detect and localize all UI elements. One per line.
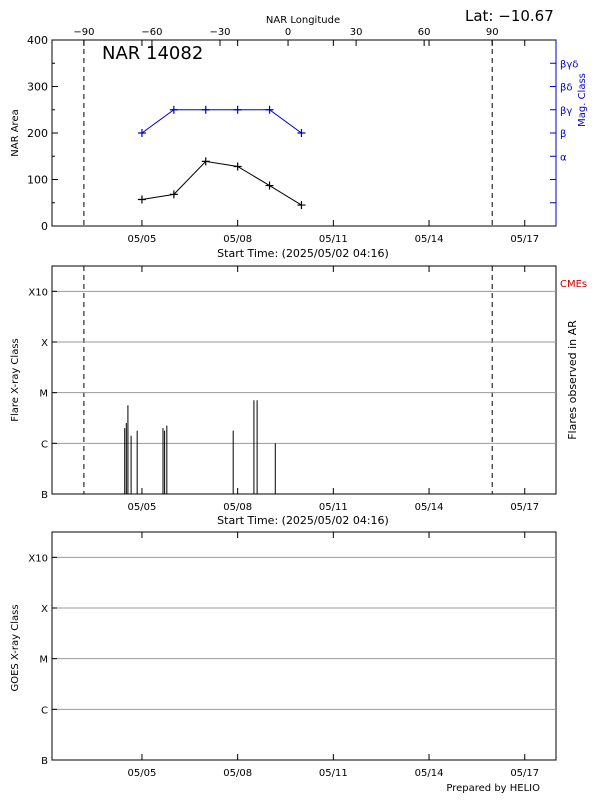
panel-flares: Flare X-ray Class Flares observed in AR … (10, 265, 587, 527)
mag-class-level-label: βγ (560, 106, 572, 117)
x-tick-label-p2: 05/17 (510, 502, 539, 513)
class-tick-label-p3: C (41, 705, 48, 716)
x-tick-label-p2: 05/11 (319, 502, 348, 513)
mag-class-point (297, 129, 306, 137)
class-tick-label-p2: X (41, 338, 48, 349)
prepared-by-label: Prepared by HELIO (446, 783, 540, 794)
panel-nar-area: NAR 14082 NAR Area Mag. Class Start Time… (10, 39, 588, 260)
x-tick-label-p1: 05/11 (319, 234, 348, 245)
area-point (137, 195, 146, 204)
mag-class-point (265, 105, 274, 114)
mag-class-level-label: β (560, 129, 566, 140)
class-tick-label-p2: B (41, 490, 48, 501)
panel-goes: GOES X-ray Class (10, 531, 557, 761)
x-tick-label-p1: 05/08 (223, 234, 252, 245)
x-tick-label-p1: 05/17 (510, 234, 539, 245)
area-y-tick-label: 300 (27, 81, 48, 94)
x-tick-label-p3: 05/14 (415, 768, 444, 779)
panel-1-y2label: Mag. Class (577, 73, 588, 127)
top-axis-label: NAR Longitude (266, 15, 340, 26)
x-tick-label-p3: 05/11 (319, 768, 348, 779)
panel-3-frame (51, 531, 557, 761)
x-tick-label-p2: 05/08 (223, 502, 252, 513)
longitude-tick-label: 0 (285, 27, 291, 38)
x-tick-label-p3: 05/17 (510, 768, 539, 779)
class-tick-label-p2: M (39, 389, 48, 400)
mag-class-point (201, 105, 210, 114)
x-tick-label-p3: 05/08 (223, 768, 252, 779)
latitude-readout: Lat: −10.67 (465, 7, 554, 25)
longitude-tick-label: 90 (486, 27, 499, 38)
area-point (233, 162, 242, 171)
mag-class-point (137, 129, 146, 137)
x-tick-label-p1: 05/14 (415, 234, 444, 245)
x-tick-label-p2: 05/14 (415, 502, 444, 513)
longitude-tick-label: −90 (73, 27, 94, 38)
x-tick-label-p2: 05/05 (128, 502, 157, 513)
mag-class-point (233, 105, 242, 114)
panel-2-start-time: Start Time: (2025/05/02 04:16) (217, 514, 389, 527)
area-point (265, 181, 274, 190)
area-y-tick-label: 400 (27, 34, 48, 47)
panel-3-ylabel: GOES X-ray Class (10, 604, 21, 691)
class-tick-label-p3: M (39, 655, 48, 666)
panel-1-ylabel: NAR Area (10, 109, 21, 156)
panel-1-title: NAR 14082 (102, 43, 203, 64)
longitude-tick-label: −60 (141, 27, 162, 38)
area-y-tick-label: 200 (27, 127, 48, 140)
area-y-tick-label: 0 (41, 220, 48, 233)
area-line (141, 160, 302, 206)
class-tick-label-p3: B (41, 756, 48, 767)
class-tick-label-p2: C (41, 439, 48, 450)
x-tick-label-p3: 05/05 (128, 768, 157, 779)
chart-marks: 05/05 05/08 05/11 05/14 05/17 05/05 05/08 05/11… (27, 27, 578, 779)
x-tick-label-p1: 05/05 (128, 234, 157, 245)
class-tick-label-p3: X (41, 604, 48, 615)
panel-2-y2label: Flares observed in AR (566, 320, 579, 440)
longitude-tick-label: −30 (209, 27, 230, 38)
area-point (169, 190, 178, 199)
panel-2-ylabel: Flare X-ray Class (10, 338, 21, 422)
area-point (201, 157, 210, 166)
cme-legend: CMEs (560, 279, 587, 290)
class-tick-label-p2: X10 (28, 287, 48, 298)
mag-class-line (141, 109, 302, 134)
mag-class-level-label: α (560, 152, 567, 163)
longitude-tick-label: 30 (350, 27, 363, 38)
area-y-tick-label: 100 (27, 174, 48, 187)
panel-1-start-time: Start Time: (2025/05/02 04:16) (217, 247, 389, 260)
class-tick-label-p3: X10 (28, 553, 48, 564)
mag-class-level-label: βγδ (560, 59, 578, 70)
longitude-tick-label: 60 (418, 27, 431, 38)
mag-class-level-label: βδ (560, 83, 573, 94)
panel-2-frame (51, 265, 557, 495)
mag-class-point (169, 105, 178, 114)
area-point (297, 201, 306, 210)
